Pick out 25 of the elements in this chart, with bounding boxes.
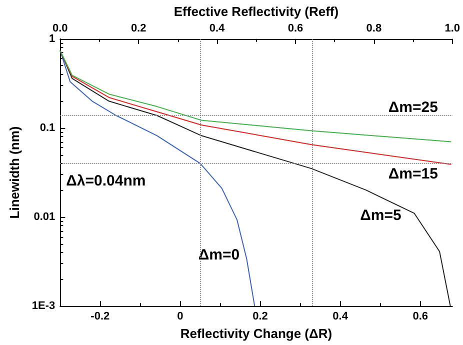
series-label: Δm=15 <box>388 165 438 182</box>
series-label: Δm=0 <box>198 246 240 264</box>
y-tick-label: 1E-3 <box>32 300 56 312</box>
y-tick-label: 1 <box>49 32 56 45</box>
x-tick-label: -0.2 <box>90 310 110 323</box>
series-label: Δm=5 <box>360 206 402 224</box>
line-series <box>60 50 256 307</box>
y-tick-label: 0.1 <box>40 122 56 134</box>
x-axis-title: Reflectivity Change (ΔR) <box>180 326 332 341</box>
x2-axis-title: Effective Reflectivity (Reff) <box>174 4 339 19</box>
x2-tick-label: 0.0 <box>52 22 68 34</box>
x2-tick-label: 0.8 <box>366 22 382 34</box>
x2-tick-label: 1.0 <box>444 22 460 34</box>
x2-tick-label: 0.4 <box>209 22 226 34</box>
x-tick-label: 0.2 <box>252 310 268 323</box>
line-series <box>60 50 452 142</box>
x2-tick-label: 0.2 <box>130 22 146 34</box>
y-axis-title: Linewidth (nm) <box>7 126 22 219</box>
y-tick-label: 0.01 <box>34 211 56 224</box>
ref-line-label: Δλ=0.04nm <box>66 172 146 190</box>
x-tick-label: 0.4 <box>332 310 349 323</box>
x2-tick-label: 0.6 <box>288 22 304 34</box>
x-tick-label: 0 <box>177 310 184 323</box>
x-tick-label: 0.6 <box>412 310 428 323</box>
series-label: Δm=25 <box>388 98 438 116</box>
